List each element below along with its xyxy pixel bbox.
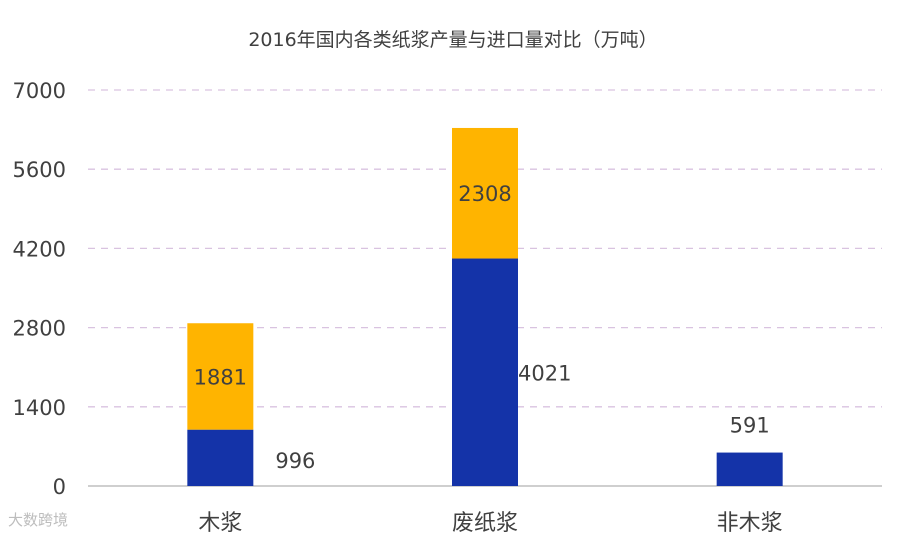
data-label: 2308 [458, 182, 511, 206]
y-axis: 0 1400 2800 4200 5600 7000 [13, 79, 66, 499]
data-label: 591 [730, 414, 770, 438]
data-labels: 996 1881 4021 2308 591 [194, 182, 770, 473]
data-label: 1881 [194, 365, 247, 389]
y-tick-label: 4200 [13, 237, 66, 261]
bars [187, 127, 783, 486]
data-label: 996 [275, 449, 315, 473]
bar-segment [187, 323, 254, 430]
chart-title: 2016年国内各类纸浆产量与进口量对比（万吨） [248, 29, 657, 51]
bar-segment [452, 127, 518, 259]
y-tick-label: 0 [53, 475, 66, 499]
x-tick-label: 木浆 [198, 511, 242, 536]
x-axis: 木浆 废纸浆 非木浆 [198, 511, 782, 536]
x-tick-label: 废纸浆 [452, 511, 518, 536]
y-tick-label: 2800 [13, 317, 66, 341]
x-tick-label: 非木浆 [717, 511, 783, 536]
bar-segment [452, 258, 518, 486]
y-tick-label: 1400 [13, 396, 66, 420]
y-tick-label: 5600 [13, 158, 66, 182]
y-tick-label: 7000 [13, 79, 66, 103]
watermark: 大数跨境 [8, 511, 69, 529]
bar-segment [716, 452, 783, 486]
data-label: 4021 [518, 361, 571, 385]
bar-segment [187, 429, 254, 486]
